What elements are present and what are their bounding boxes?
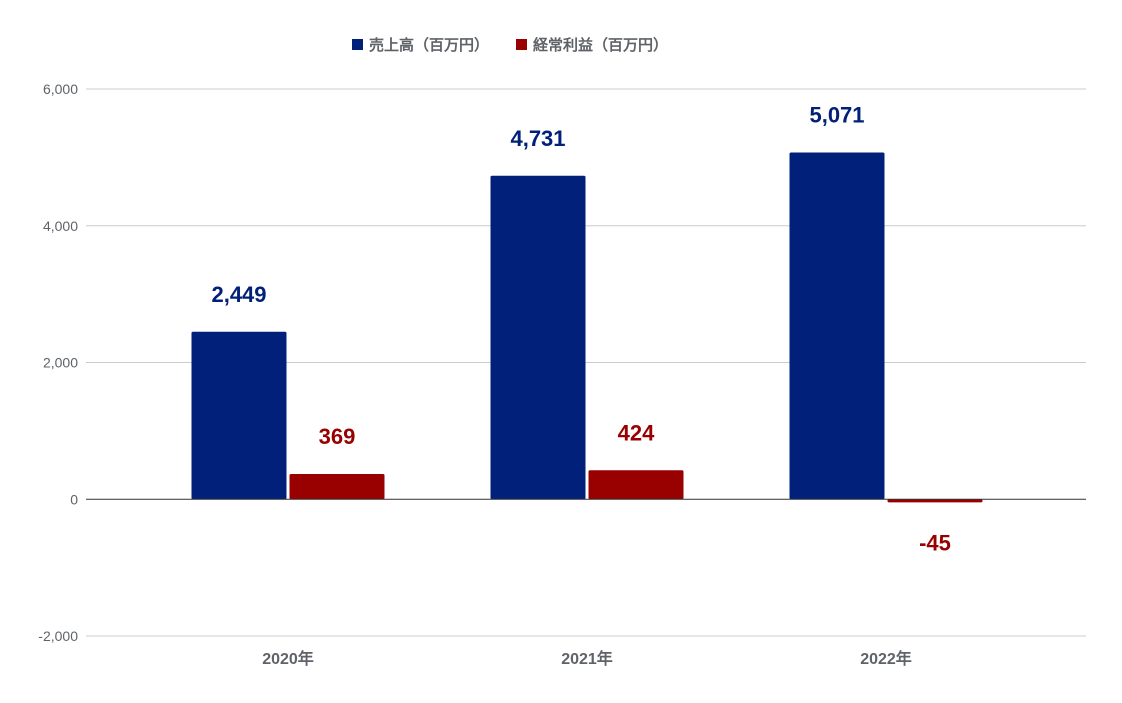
legend-swatch: [352, 39, 363, 50]
sales-data-label: 5,071: [809, 103, 864, 128]
ordinary-profit-data-label: -45: [919, 530, 951, 555]
ordinary-profit-data-label: 369: [319, 424, 356, 449]
ordinary-profit-data-label: 424: [618, 420, 655, 445]
y-tick-label: 4,000: [43, 218, 78, 234]
y-tick-label: 6,000: [43, 81, 78, 97]
y-tick-label: -2,000: [38, 628, 78, 644]
legend-item: 売上高（百万円）: [352, 36, 489, 54]
x-axis-category-labels: 2020年 2021年 2022年: [262, 649, 912, 668]
x-category-label: 2020年: [262, 649, 314, 668]
y-tick-label: 2,000: [43, 355, 78, 371]
ordinary-profit-bar: [588, 470, 684, 500]
ordinary-profit-bar: [289, 474, 385, 500]
y-tick-label: 0: [70, 491, 78, 507]
x-category-label: 2022年: [860, 649, 912, 668]
sales-data-label: 4,731: [510, 126, 565, 151]
bars: [191, 152, 983, 503]
sales-data-label: 2,449: [211, 282, 266, 307]
sales-bar: [789, 152, 885, 500]
legend: 売上高（百万円） 経常利益（百万円）: [352, 36, 668, 54]
x-category-label: 2021年: [561, 649, 613, 668]
data-labels: 2,449 4,731 5,071 369 424 -45: [211, 103, 950, 556]
sales-bar: [490, 175, 586, 500]
ordinary-profit-bar: [887, 499, 983, 503]
y-axis-tick-labels: -2,000 0 2,000 4,000 6,000: [38, 81, 78, 644]
sales-bar: [191, 331, 287, 500]
legend-label: 売上高（百万円）: [369, 36, 489, 54]
legend-item: 経常利益（百万円）: [516, 36, 668, 54]
legend-label: 経常利益（百万円）: [533, 36, 668, 54]
legend-swatch: [516, 39, 527, 50]
